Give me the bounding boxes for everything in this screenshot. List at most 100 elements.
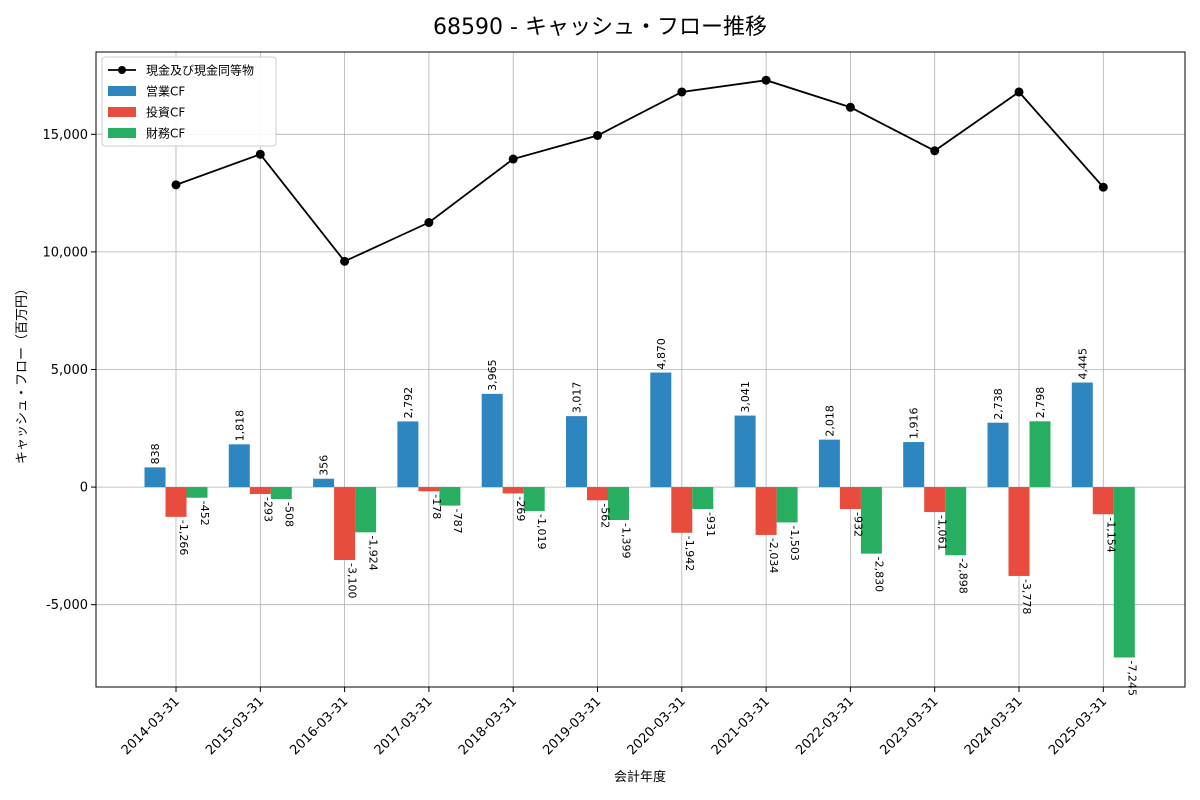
- bar-1-2018-03-31: [481, 393, 503, 488]
- bar-3-2025-03-31: [1113, 487, 1135, 658]
- line-layer: [171, 75, 1108, 266]
- bar-2-2024-03-31: [1008, 487, 1030, 576]
- legend-bar-swatch: [108, 107, 136, 117]
- bar-3-2019-03-31: [608, 487, 629, 520]
- cash-balance-point-2019-03-31: [593, 130, 602, 140]
- bar-3-2017-03-31: [439, 487, 461, 506]
- x-tick-label: 2021-03-31: [709, 694, 773, 758]
- bars-layer: [144, 372, 1135, 658]
- bar-1-2016-03-31: [313, 478, 335, 488]
- legend-box: [101, 56, 277, 147]
- bar-1-2015-03-31: [228, 444, 250, 488]
- x-tick-label: 2019-03-31: [540, 694, 604, 758]
- bar-value-label: 356: [318, 455, 331, 476]
- legend-bar-swatch: [108, 128, 136, 138]
- cash-balance-point-2024-03-31: [1014, 87, 1024, 97]
- bar-3-2023-03-31: [945, 487, 967, 556]
- legend-label: 財務CF: [146, 126, 185, 141]
- bar-value-label: 838: [149, 443, 162, 464]
- bar-3-2015-03-31: [270, 487, 292, 500]
- bar-value-label: -1,019: [535, 514, 548, 549]
- cash-balance-point-2025-03-31: [1098, 182, 1108, 192]
- bar-2-2018-03-31: [502, 487, 524, 494]
- legend-marker: [118, 66, 126, 74]
- bar-value-label: 1,818: [233, 410, 246, 442]
- bar-value-label: 3,041: [739, 381, 752, 413]
- bar-value-label: -931: [704, 512, 717, 537]
- cash-balance-point-2014-03-31: [171, 180, 181, 190]
- bar-value-label: 3,965: [486, 359, 499, 391]
- bar-3-2020-03-31: [692, 487, 714, 509]
- y-tick-label: 0: [80, 481, 88, 496]
- bar-2-2020-03-31: [671, 487, 693, 533]
- x-tick-label: 2016-03-31: [287, 694, 351, 758]
- legend-label: 現金及び現金同等物: [146, 63, 254, 78]
- bar-1-2024-03-31: [987, 422, 1009, 488]
- bar-value-label: -3,100: [346, 563, 359, 598]
- x-tick-label: 2025-03-31: [1046, 694, 1110, 758]
- bar-2-2023-03-31: [924, 487, 946, 513]
- bar-value-label: 2,738: [992, 388, 1005, 420]
- cash-balance-point-2023-03-31: [930, 146, 940, 156]
- bar-2-2016-03-31: [334, 487, 356, 560]
- x-tick-label: 2015-03-31: [203, 694, 267, 758]
- legend-label: 投資CF: [146, 105, 185, 120]
- cash-balance-point-2020-03-31: [677, 87, 687, 97]
- bar-3-2018-03-31: [523, 487, 545, 512]
- bar-value-label: -1,942: [683, 536, 696, 571]
- x-tick-label: 2020-03-31: [625, 694, 689, 758]
- bar-3-2022-03-31: [860, 487, 882, 554]
- x-tick-label: 2014-03-31: [119, 694, 183, 758]
- bar-2-2025-03-31: [1092, 487, 1114, 515]
- chart-title: 68590 - キャッシュ・フロー推移: [433, 15, 767, 40]
- bar-2-2017-03-31: [418, 487, 440, 492]
- bar-2-2019-03-31: [587, 487, 608, 501]
- bar-value-label: 2,018: [823, 405, 836, 437]
- bar-3-2016-03-31: [355, 487, 377, 533]
- bar-3-2014-03-31: [186, 487, 208, 498]
- x-tick-label: 2017-03-31: [372, 694, 436, 758]
- bar-1-2025-03-31: [1071, 382, 1093, 488]
- cash-balance-point-2017-03-31: [424, 218, 434, 228]
- cash-balance-point-2015-03-31: [255, 149, 265, 159]
- bar-value-label: -1,061: [936, 515, 949, 550]
- bar-value-label: -2,034: [767, 538, 780, 573]
- y-tick-label: 15,000: [43, 128, 89, 143]
- bar-value-label: -2,898: [957, 558, 970, 593]
- bar-value-label: -1,266: [177, 520, 190, 555]
- bar-value-label: 4,870: [655, 338, 668, 370]
- bar-value-label: -2,830: [872, 557, 885, 592]
- bar-value-label: -7,245: [1125, 660, 1138, 695]
- data-labels-layer: 838 1,818 356 2,792 3,965 3,017 4,870 3,041 2,01…: [149, 338, 1138, 696]
- bar-value-label: -452: [198, 501, 211, 526]
- cash-balance-point-2021-03-31: [761, 75, 771, 85]
- bar-value-label: 1,916: [908, 408, 921, 440]
- bar-value-label: -178: [430, 494, 443, 519]
- x-tick-label: 2024-03-31: [962, 694, 1026, 758]
- bar-value-label: -1,924: [367, 535, 380, 570]
- x-tick-label: 2023-03-31: [877, 694, 941, 758]
- legend-label: 営業CF: [146, 85, 185, 99]
- cash-balance-point-2018-03-31: [508, 154, 518, 164]
- bar-3-2021-03-31: [776, 487, 798, 523]
- bar-1-2022-03-31: [818, 439, 840, 488]
- x-tick-label: 2022-03-31: [793, 694, 857, 758]
- bar-value-label: -1,399: [620, 523, 633, 558]
- y-tick-label: -5,000: [46, 598, 88, 613]
- bar-2-2021-03-31: [755, 487, 777, 535]
- bar-1-2014-03-31: [144, 467, 166, 488]
- bar-value-label: 2,798: [1034, 387, 1047, 419]
- cash-balance-line: [175, 79, 1104, 263]
- grid-layer: [96, 52, 1185, 687]
- bar-1-2017-03-31: [397, 421, 419, 488]
- bar-value-label: 3,017: [571, 382, 584, 414]
- bar-value-label: -508: [282, 502, 295, 527]
- bar-value-label: -562: [599, 503, 612, 528]
- bar-value-label: -269: [514, 496, 527, 521]
- bar-1-2019-03-31: [566, 416, 587, 488]
- bar-value-label: 2,792: [402, 387, 415, 419]
- cash-balance-point-2022-03-31: [845, 102, 855, 112]
